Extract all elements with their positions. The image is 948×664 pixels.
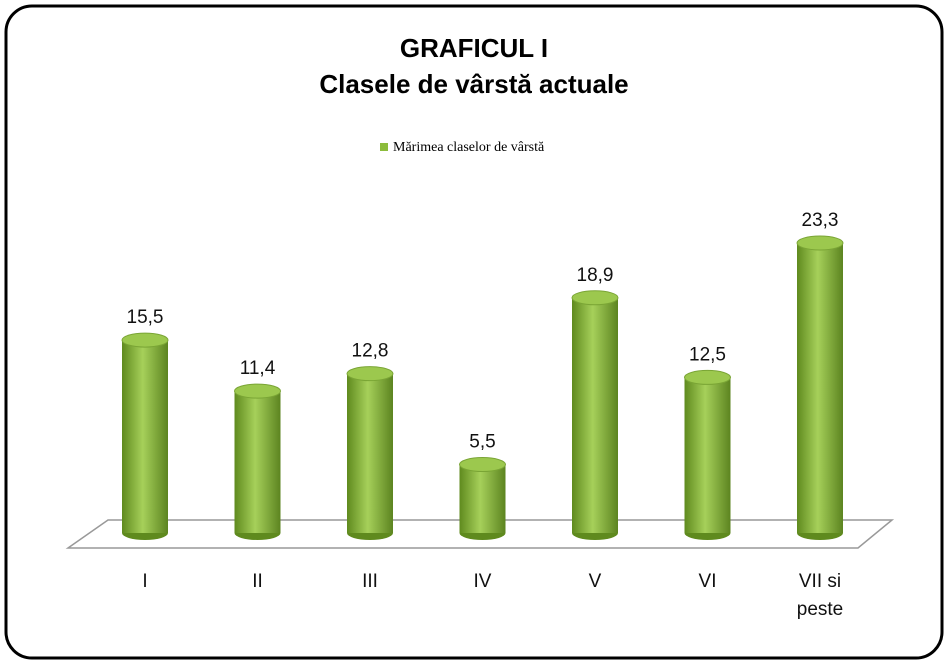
x-tick-label: VII si peste bbox=[796, 571, 844, 620]
x-tick-label: II bbox=[252, 571, 263, 592]
x-tick-label: IV bbox=[473, 571, 492, 592]
data-label: 11,4 bbox=[240, 358, 276, 379]
x-tick-label: III bbox=[362, 571, 378, 592]
chart-title: GRAFICUL I bbox=[400, 33, 548, 63]
bar bbox=[234, 391, 281, 533]
bar-top bbox=[571, 290, 619, 306]
bar-top bbox=[234, 383, 281, 399]
bar bbox=[684, 377, 731, 533]
data-label: 15,5 bbox=[127, 307, 164, 328]
legend-label: Mărimea claselor de vârstă bbox=[393, 140, 545, 155]
bar-top bbox=[459, 457, 506, 473]
bar bbox=[122, 340, 168, 533]
bar bbox=[572, 297, 618, 533]
x-tick-label: I bbox=[142, 571, 148, 592]
x-tick-label: V bbox=[588, 571, 602, 592]
bar bbox=[797, 243, 843, 533]
bar bbox=[459, 464, 506, 533]
bar bbox=[347, 373, 393, 533]
bar-top bbox=[121, 332, 169, 348]
data-label: 23,3 bbox=[802, 210, 839, 231]
chart-subtitle: Clasele de vârstă actuale bbox=[319, 69, 628, 99]
legend-swatch bbox=[380, 143, 388, 151]
bar-top bbox=[346, 366, 394, 382]
x-tick-label: VI bbox=[698, 571, 717, 592]
data-label: 5,5 bbox=[469, 432, 495, 453]
data-label: 12,5 bbox=[689, 344, 726, 365]
data-label: 12,8 bbox=[352, 341, 389, 362]
bar-top bbox=[684, 369, 731, 385]
data-label: 18,9 bbox=[577, 265, 614, 286]
bar-top bbox=[796, 235, 844, 251]
